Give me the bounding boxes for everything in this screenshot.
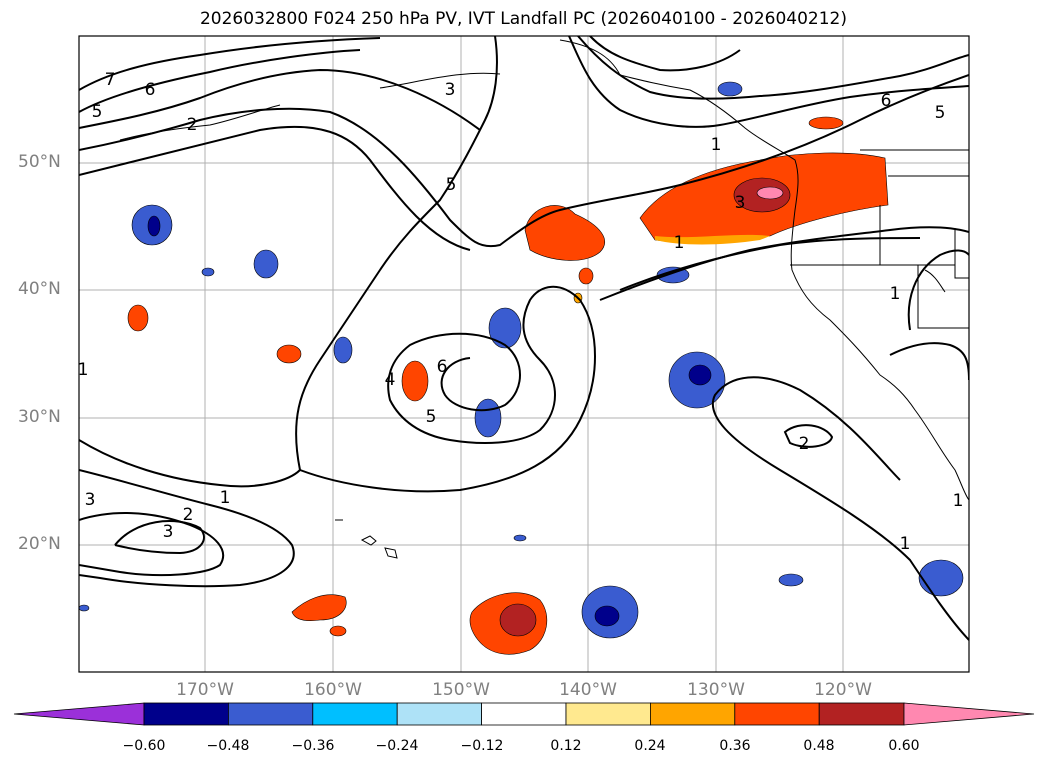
contour-label: 1 <box>674 233 685 253</box>
lat-label: 30°N <box>18 407 61 427</box>
contour-label: 1 <box>890 284 901 304</box>
lon-label: 160°W <box>304 680 362 700</box>
contour-label: 7 <box>105 70 116 90</box>
lon-label: 130°W <box>687 680 745 700</box>
contour-label: 5 <box>446 175 457 195</box>
colorbar-tick-label: −0.48 <box>206 738 250 754</box>
contour-labels: 7 6 5 2 3 5 6 5 4 6 5 1 3 1 2 3 1 2 1 3 … <box>78 70 964 554</box>
colorbar-segment <box>818 702 905 726</box>
contour-label: 5 <box>426 407 437 427</box>
colorbar-segment <box>565 702 651 726</box>
colorbar-tick-label: −0.24 <box>375 738 419 754</box>
contour-label: 1 <box>900 534 911 554</box>
contour-label: 1 <box>220 488 231 508</box>
coastlines <box>119 39 969 559</box>
colorbar-tick-label: −0.12 <box>460 738 504 754</box>
contour-label: 1 <box>78 360 89 380</box>
colorbar-tick-label: −0.36 <box>291 738 335 754</box>
contour-label: 6 <box>881 91 892 111</box>
colorbar-segment <box>143 702 229 726</box>
lat-label: 20°N <box>18 534 61 554</box>
map-title: 2026032800 F024 250 hPa PV, IVT Landfall… <box>199 9 847 29</box>
lon-label: 140°W <box>559 680 617 700</box>
contour-label: 2 <box>187 115 198 135</box>
lon-label: 120°W <box>814 680 872 700</box>
lat-label: 40°N <box>18 279 61 299</box>
contour-label: 3 <box>735 193 746 213</box>
map-frame <box>78 35 970 673</box>
colorbar-tick-label: 0.60 <box>888 738 920 754</box>
colorbar-tick-label: −0.60 <box>122 738 166 754</box>
colorbar-tick-label: 0.48 <box>803 738 835 754</box>
lat-label: 50°N <box>18 152 61 172</box>
contour-label: 4 <box>385 370 396 390</box>
colorbar-segment <box>481 702 567 726</box>
contour-label: 5 <box>92 102 103 122</box>
colorbar <box>13 702 1035 726</box>
colorbar-tick-label: 0.36 <box>719 738 751 754</box>
colorbar-segment <box>227 702 314 726</box>
contour-label: 5 <box>935 103 946 123</box>
contour-label: 2 <box>799 434 810 454</box>
contour-label: 3 <box>445 80 456 100</box>
contour-label: 3 <box>85 490 96 510</box>
colorbar-segment <box>734 702 820 726</box>
contour-label: 6 <box>145 80 156 100</box>
pv-shading <box>79 81 964 655</box>
pv-contours <box>79 36 969 641</box>
contour-label: 3 <box>163 522 174 542</box>
contour-label: 1 <box>711 135 722 155</box>
graticule <box>79 36 969 672</box>
lon-label: 170°W <box>176 680 234 700</box>
contour-label: 6 <box>437 357 448 377</box>
contour-label: 1 <box>953 491 964 511</box>
lon-label: 150°W <box>432 680 490 700</box>
colorbar-segment <box>396 702 483 726</box>
colorbar-extend-high <box>903 702 1035 726</box>
colorbar-tick-label: 0.12 <box>550 738 582 754</box>
colorbar-segment <box>312 702 398 726</box>
map-plot-area: 7 6 5 2 3 5 6 5 4 6 5 1 3 1 2 3 1 2 1 3 … <box>78 36 969 672</box>
colorbar-tick-label: 0.24 <box>634 738 666 754</box>
contour-label: 2 <box>183 505 194 525</box>
colorbar-extend-low <box>13 702 145 726</box>
colorbar-segment <box>650 702 736 726</box>
